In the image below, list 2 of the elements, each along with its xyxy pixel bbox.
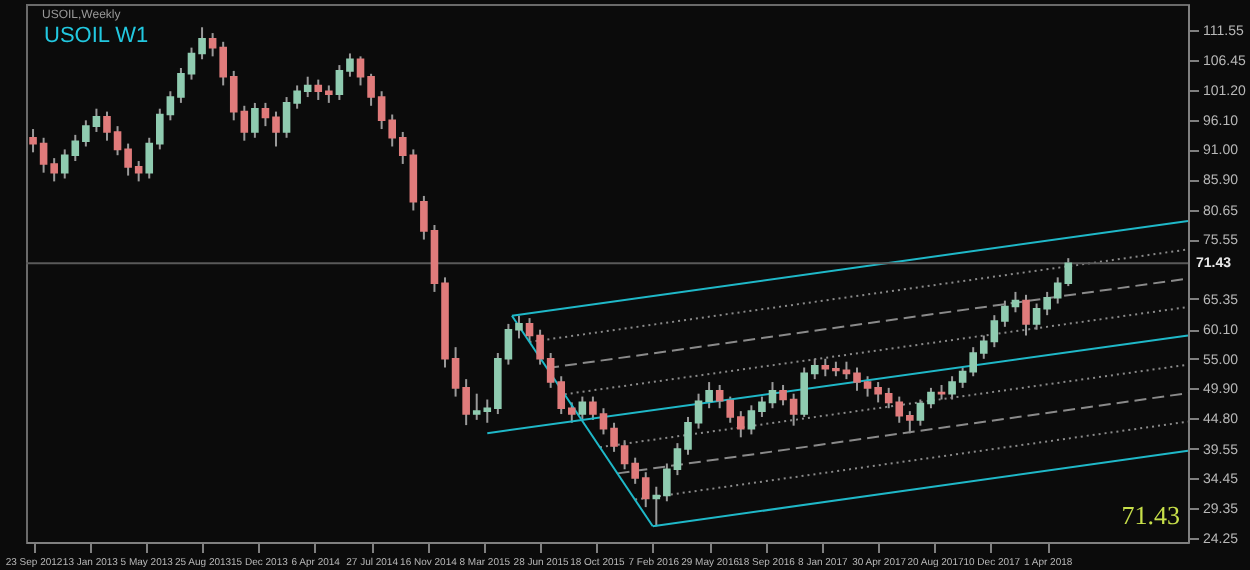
text: USOIL W1 bbox=[44, 24, 149, 48]
annotation: 71.43 bbox=[1121, 500, 1180, 530]
